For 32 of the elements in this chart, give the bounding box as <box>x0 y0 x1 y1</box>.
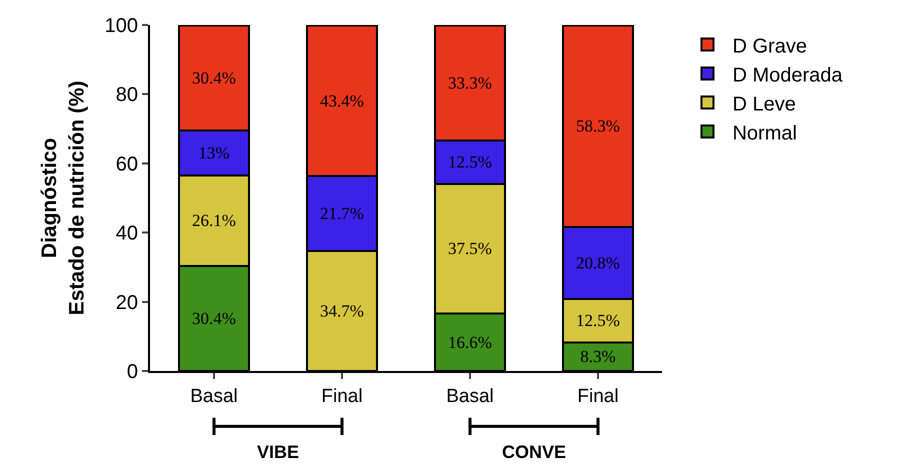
y-tick-label: 0 <box>126 361 138 383</box>
data-label: 21.7% <box>320 204 364 223</box>
legend-label: D Leve <box>732 93 796 116</box>
y-tick-label: 80 <box>116 84 138 106</box>
legend-label: D Moderada <box>732 64 844 86</box>
data-label: 13% <box>198 144 230 163</box>
x-tick-label: Final <box>577 386 619 407</box>
data-label: 43.4% <box>320 91 364 110</box>
data-label: 58.3% <box>576 116 620 136</box>
text: VIBE <box>257 442 300 462</box>
text: CONVE <box>502 442 566 462</box>
data-label: 30.4% <box>192 68 236 88</box>
legend-label: Normal <box>732 122 797 144</box>
data-label: 30.4% <box>192 308 236 328</box>
x-tick-label: Basal <box>446 386 494 407</box>
data-label: 37.5% <box>448 239 492 258</box>
y-tick-label: 60 <box>116 153 138 176</box>
legend-label: D Grave <box>732 35 807 58</box>
data-label: 8.3% <box>580 347 616 366</box>
x-tick-label: Final <box>321 386 363 407</box>
data-label: 33.3% <box>448 73 492 92</box>
y-tick-label: 100 <box>104 15 138 37</box>
data-label: 16.6% <box>448 332 492 352</box>
data-label: 12.5% <box>576 311 620 330</box>
data-label: 34.7% <box>320 301 364 320</box>
data-label: 26.1% <box>192 211 236 230</box>
x-tick-label: Basal <box>190 386 238 407</box>
y-axis-title: Diagnóstico Estado de nutrición (%) <box>38 80 88 316</box>
data-label: 12.5% <box>448 152 492 172</box>
y-tick-label: 40 <box>116 222 138 245</box>
data-label: 20.8% <box>576 254 620 273</box>
y-tick-label: 20 <box>116 292 138 314</box>
